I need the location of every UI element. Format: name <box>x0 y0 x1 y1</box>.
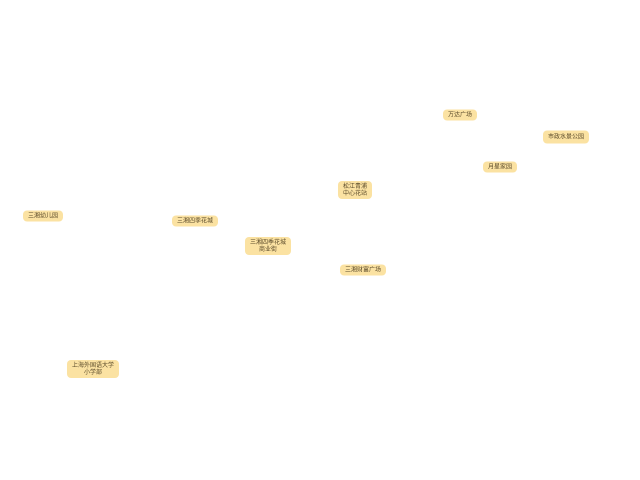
place-name: 商业街 <box>258 246 278 253</box>
place-name: 松江青浦 <box>342 183 368 190</box>
place-name: 小学部 <box>83 369 103 376</box>
place-name: 上海外国语大学 <box>71 362 115 369</box>
place-name: 月星家园 <box>487 163 513 171</box>
place-name: 市政水景公园 <box>547 133 585 141</box>
place-name: 三湘四季花城 <box>176 217 214 225</box>
place-label[interactable]: 三湘幼儿园 <box>22 210 64 222</box>
place-name: 三湘幼儿园 <box>27 212 59 220</box>
place-label[interactable]: 三湘四季花城 <box>171 215 219 227</box>
place-name: 中心花站 <box>342 190 368 197</box>
place-name: 三湘四季花城 <box>249 239 287 246</box>
place-name: 万达广场 <box>447 111 473 119</box>
place-label[interactable]: 上海外国语大学 小学部 <box>66 360 120 378</box>
place-label[interactable]: 三湘四季花城 商业街 <box>244 237 292 255</box>
place-label[interactable]: 月星家园 <box>482 161 518 173</box>
place-name: 三湘财富广场 <box>344 266 382 274</box>
place-label[interactable]: 万达广场 <box>442 109 478 121</box>
place-label[interactable]: 松江青浦 中心花站 <box>337 181 373 199</box>
place-label[interactable]: 市政水景公园 <box>542 130 590 144</box>
place-label[interactable]: 三湘财富广场 <box>339 264 387 276</box>
